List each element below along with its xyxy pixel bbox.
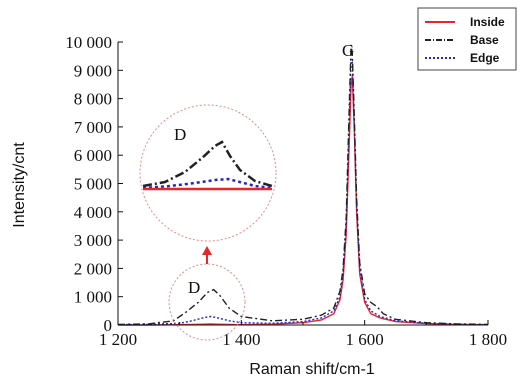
series-line-base [117, 44, 489, 326]
axes-group [117, 42, 488, 326]
x-tick-label: 1 200 [99, 330, 137, 349]
x-tick-label: 1 600 [346, 330, 384, 349]
plot-series-group [117, 44, 489, 326]
y-tick-label: 2 000 [74, 259, 112, 278]
y-tick-label: 1 000 [74, 288, 112, 307]
zoom-base-line [142, 140, 273, 188]
y-axis-title: Intensity/cnt [11, 142, 28, 228]
zoom-inset-series [142, 140, 273, 191]
ticks-group: 0 1 000 2 000 3 000 4 000 5 000 6 000 7 000 8 00… [65, 33, 507, 349]
y-tick-label: 8 000 [74, 90, 112, 109]
d-band-zoom-circle [139, 104, 277, 242]
y-tick-label: 9 000 [74, 61, 112, 80]
legend-label-base: Base [470, 33, 499, 47]
x-tick-label: 1 800 [469, 330, 507, 349]
y-tick-label: 7 000 [74, 118, 112, 137]
d-band-zoom-label: D [174, 125, 186, 144]
legend-label-inside: Inside [470, 15, 505, 29]
legend-label-edge: Edge [470, 51, 500, 65]
y-tick-label: 4 000 [74, 203, 112, 222]
y-tick-label: 6 000 [74, 146, 112, 165]
d-band-label: D [188, 278, 200, 297]
x-tick-label: 1 400 [222, 330, 260, 349]
y-tick-label: 10 000 [65, 33, 112, 52]
zoom-arrow-head [202, 246, 212, 255]
y-tick-label: 3 000 [74, 231, 112, 250]
g-peak-label: G [342, 41, 354, 60]
legend: Inside Base Edge [417, 7, 517, 71]
x-axis-title: Raman shift/cm-1 [249, 361, 374, 378]
zoom-edge-line [142, 177, 273, 190]
legend-box [417, 7, 517, 71]
y-tick-label: 5 000 [74, 175, 112, 194]
series-line-inside [118, 75, 489, 326]
d-band-small-circle [168, 263, 246, 341]
y-tick-label: 0 [104, 316, 113, 335]
series-line-edge [117, 58, 489, 326]
